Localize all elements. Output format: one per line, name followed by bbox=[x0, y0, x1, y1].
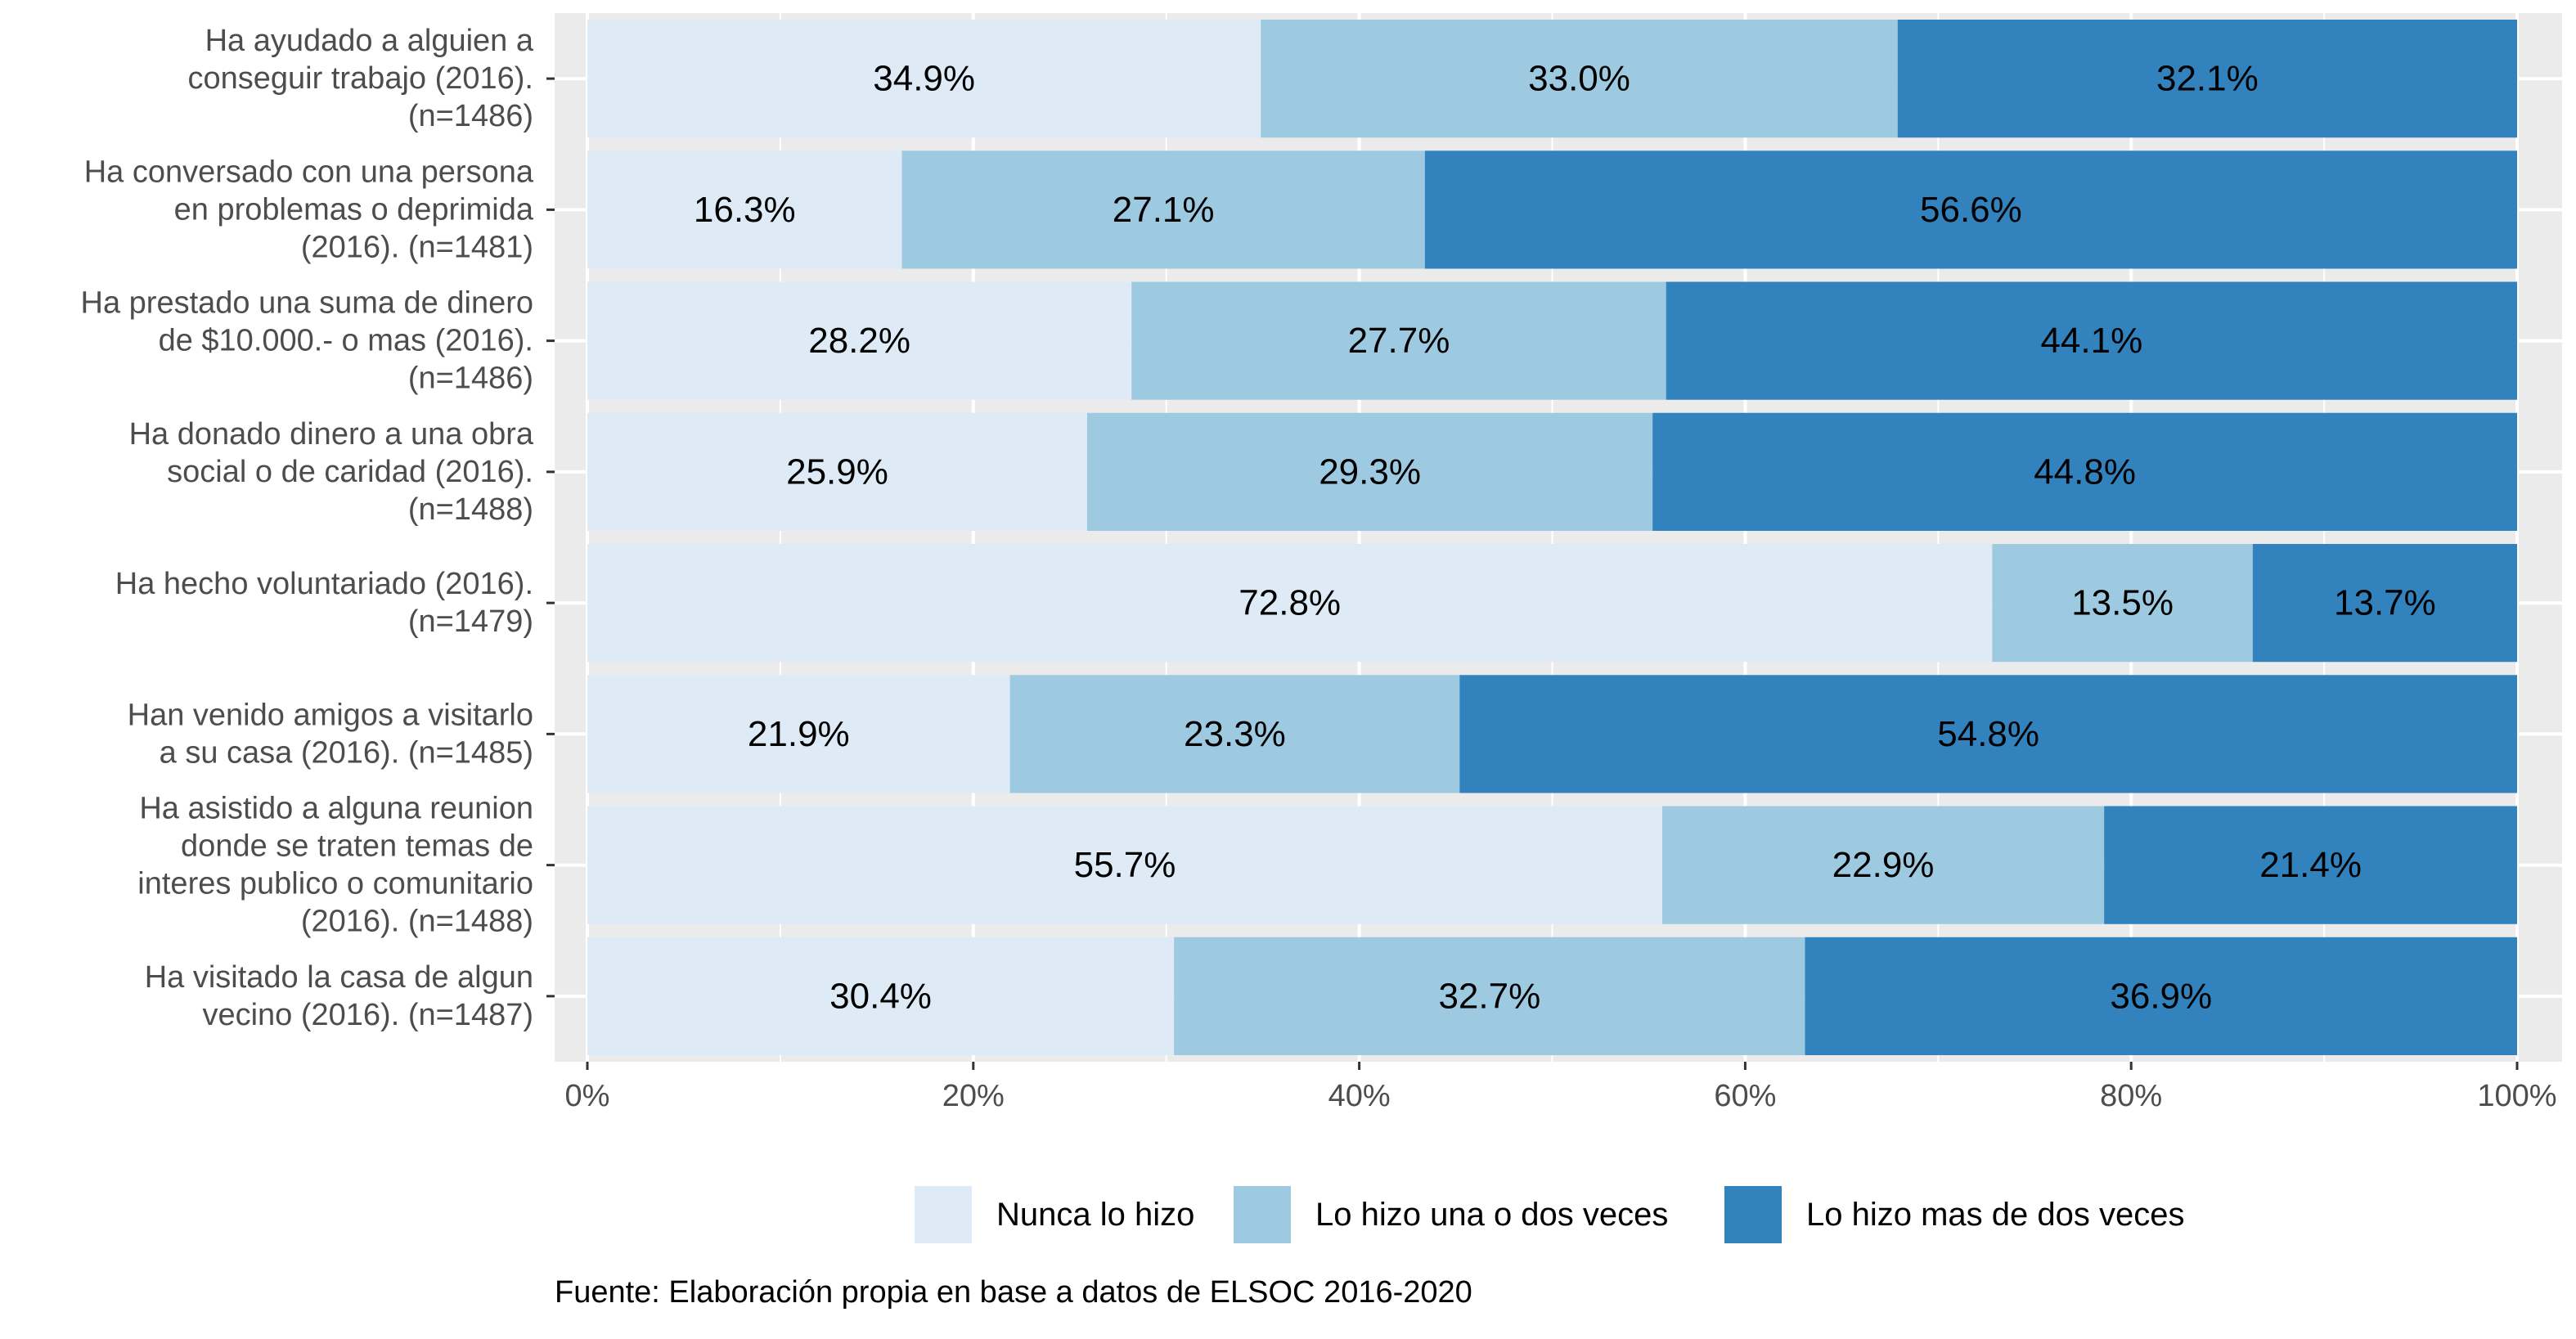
bar-lo-hizo-una-o-dos-veces bbox=[1009, 675, 1460, 793]
category-label-line: (n=1479) bbox=[408, 604, 533, 639]
category-label-line: conseguir trabajo (2016). bbox=[188, 61, 533, 96]
bar-lo-hizo-una-o-dos-veces bbox=[1661, 806, 2105, 924]
category-label: Ha ayudado a alguien a conseguir trabajo … bbox=[188, 24, 534, 133]
category-label: Han venido amigos a visitarlo a su casa (… bbox=[128, 698, 533, 770]
category-label-line: (n=1486) bbox=[408, 362, 533, 396]
bar-value-label: 13.7% bbox=[2334, 583, 2436, 623]
bar-lo-hizo-una-o-dos-veces bbox=[1131, 281, 1666, 400]
legend-key-nunca-lo-hizo bbox=[915, 1186, 972, 1243]
bar-value-label: 13.5% bbox=[2071, 583, 2174, 623]
legend-key-lo-hizo-mas-de-dos-veces bbox=[1724, 1186, 1782, 1243]
bar-lo-hizo-una-o-dos-veces bbox=[1992, 544, 2253, 663]
bar-value-label: 23.3% bbox=[1184, 714, 1286, 754]
category-label: Ha hecho voluntariado (2016). (n=1479) bbox=[115, 567, 533, 639]
category-label-line: a su casa (2016). (n=1485) bbox=[160, 735, 533, 770]
bar-lo-hizo-mas-de-dos-veces bbox=[1424, 151, 2517, 269]
category-label-line: Ha ayudado a alguien a bbox=[205, 24, 534, 58]
category-label: Ha asistido a alguna reunion donde se tra… bbox=[137, 792, 533, 939]
category-label-line: Ha prestado una suma de dinero bbox=[81, 286, 533, 321]
category-label-line: Ha conversado con una persona bbox=[84, 155, 534, 189]
bar-lo-hizo-mas-de-dos-veces bbox=[2252, 544, 2517, 663]
bar-value-label: 33.0% bbox=[1528, 59, 1630, 99]
bar-nunca-lo-hizo bbox=[587, 281, 1132, 400]
bar-lo-hizo-mas-de-dos-veces bbox=[1805, 937, 2517, 1055]
bar-value-label: 21.4% bbox=[2259, 845, 2362, 885]
category-label-line: interes publico o comunitario bbox=[137, 867, 533, 901]
bar-nunca-lo-hizo bbox=[587, 544, 1993, 663]
bar-nunca-lo-hizo bbox=[587, 151, 902, 269]
bar-value-label: 32.1% bbox=[2156, 59, 2259, 99]
y-axis: Ha ayudado a alguien a conseguir trabajo … bbox=[81, 24, 555, 1032]
legend-label: Lo hizo una o dos veces bbox=[1315, 1197, 1668, 1233]
category-label: Ha prestado una suma de dinero de $10.000… bbox=[81, 286, 533, 396]
category-label-line: en problemas o deprimida bbox=[174, 192, 534, 227]
bar-value-label: 27.7% bbox=[1348, 321, 1450, 361]
bar-value-label: 27.1% bbox=[1113, 190, 1215, 230]
bar-nunca-lo-hizo bbox=[587, 937, 1175, 1055]
bar-value-label: 29.3% bbox=[1319, 452, 1421, 492]
category-label-line: (2016). (n=1488) bbox=[301, 905, 533, 939]
bar-value-label: 34.9% bbox=[873, 59, 975, 99]
x-tick-label: 100% bbox=[2477, 1079, 2556, 1113]
bar-lo-hizo-una-o-dos-veces bbox=[1086, 412, 1653, 531]
x-axis: 0% 20% 40% 60% 80% 100% bbox=[565, 1062, 2557, 1113]
bar-value-label: 32.7% bbox=[1438, 976, 1540, 1016]
bar-value-label: 55.7% bbox=[1074, 845, 1176, 885]
bar-value-label: 25.9% bbox=[786, 452, 888, 492]
bar-value-label: 21.9% bbox=[748, 714, 850, 754]
bar-lo-hizo-mas-de-dos-veces bbox=[2104, 806, 2517, 924]
bar-labels: 34.9% 33.0% 32.1% 16.3% 27.1% 56.6% 28.2% 27.7%… bbox=[694, 59, 2436, 1017]
category-label-line: Ha asistido a alguna reunion bbox=[139, 792, 533, 826]
bar-value-label: 36.9% bbox=[2110, 976, 2212, 1016]
bar-value-label: 56.6% bbox=[1920, 190, 2022, 230]
category-label: Ha donado dinero a una obra social o de c… bbox=[129, 417, 534, 527]
bar-nunca-lo-hizo bbox=[587, 675, 1010, 793]
x-tick-label: 80% bbox=[2100, 1079, 2162, 1113]
bar-lo-hizo-una-o-dos-veces bbox=[1261, 20, 1898, 138]
x-tick-label: 0% bbox=[565, 1079, 610, 1113]
legend-label: Lo hizo mas de dos veces bbox=[1806, 1197, 2184, 1233]
bar-nunca-lo-hizo bbox=[587, 412, 1087, 531]
category-label-line: Ha visitado la casa de algun bbox=[145, 960, 533, 995]
legend-label: Nunca lo hizo bbox=[996, 1197, 1194, 1233]
x-tick-label: 40% bbox=[1328, 1079, 1391, 1113]
bar-lo-hizo-mas-de-dos-veces bbox=[1897, 20, 2517, 138]
category-label-line: de $10.000.- o mas (2016). bbox=[159, 324, 533, 358]
bar-value-label: 22.9% bbox=[1832, 845, 1935, 885]
bar-value-label: 16.3% bbox=[694, 190, 796, 230]
category-label: Ha conversado con una persona en problema… bbox=[84, 155, 534, 264]
bar-value-label: 54.8% bbox=[1937, 714, 2039, 754]
x-tick-label: 60% bbox=[1714, 1079, 1776, 1113]
bar-lo-hizo-una-o-dos-veces bbox=[901, 151, 1425, 269]
bar-value-label: 28.2% bbox=[808, 321, 910, 361]
bar-lo-hizo-mas-de-dos-veces bbox=[1459, 675, 2517, 793]
bar-nunca-lo-hizo bbox=[587, 806, 1662, 924]
category-label-line: donde se traten temas de bbox=[181, 829, 533, 864]
category-label-line: (n=1488) bbox=[408, 492, 533, 527]
bar-lo-hizo-una-o-dos-veces bbox=[1174, 937, 1805, 1055]
bars bbox=[587, 20, 2517, 1055]
bar-lo-hizo-mas-de-dos-veces bbox=[1652, 412, 2517, 531]
bar-value-label: 44.1% bbox=[2040, 321, 2142, 361]
legend-key-lo-hizo-una-o-dos-veces bbox=[1234, 1186, 1291, 1243]
category-label-line: Ha hecho voluntariado (2016). bbox=[115, 567, 533, 601]
bar-value-label: 44.8% bbox=[2034, 452, 2136, 492]
category-label-line: vecino (2016). (n=1487) bbox=[202, 998, 533, 1032]
category-label-line: social o de caridad (2016). bbox=[167, 455, 533, 489]
category-label-line: Han venido amigos a visitarlo bbox=[128, 698, 533, 732]
bar-nunca-lo-hizo bbox=[587, 20, 1261, 138]
bar-value-label: 72.8% bbox=[1239, 583, 1341, 623]
bar-lo-hizo-mas-de-dos-veces bbox=[1666, 281, 2517, 400]
category-label-line: (2016). (n=1481) bbox=[301, 230, 533, 264]
category-label: Ha visitado la casa de algun vecino (2016… bbox=[145, 960, 533, 1032]
bar-value-label: 30.4% bbox=[829, 976, 932, 1016]
x-tick-label: 20% bbox=[942, 1079, 1005, 1113]
caption: Fuente: Elaboración propia en base a dat… bbox=[555, 1275, 1472, 1310]
category-label-line: Ha donado dinero a una obra bbox=[129, 417, 534, 452]
category-label-line: (n=1486) bbox=[408, 99, 533, 133]
legend: Nunca lo hizo Lo hizo una o dos veces Lo h… bbox=[915, 1186, 2184, 1243]
